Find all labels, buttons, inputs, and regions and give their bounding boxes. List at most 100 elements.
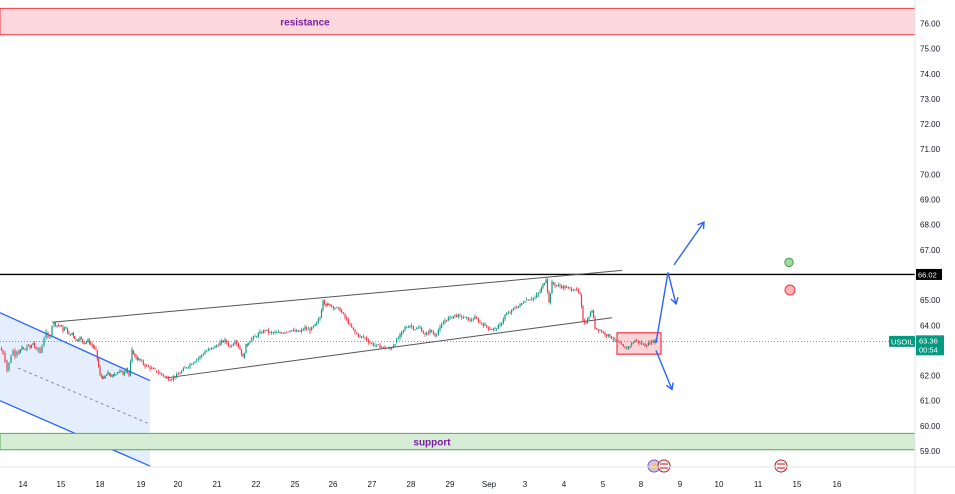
- candle-body: [84, 342, 86, 344]
- candle-body: [49, 336, 51, 338]
- candle-body: [619, 341, 621, 344]
- candle-body: [157, 372, 159, 373]
- candle-body: [548, 291, 550, 303]
- candle-body: [66, 327, 69, 333]
- candle-body: [249, 341, 251, 344]
- candle-body: [566, 287, 568, 288]
- candle-body: [441, 324, 443, 328]
- candle-body: [289, 331, 291, 333]
- candle-body: [75, 338, 77, 340]
- candle-body: [271, 332, 273, 333]
- candle-body: [637, 340, 639, 343]
- candle-body: [569, 287, 571, 289]
- y-tick-label: 72.00: [920, 120, 941, 129]
- candle-body: [576, 288, 578, 290]
- candle-body: [612, 338, 614, 340]
- candle-body: [406, 327, 408, 329]
- candle-body: [136, 357, 138, 360]
- candle-body: [472, 319, 474, 321]
- price-zones: resistance support: [0, 7, 916, 451]
- annotations: ⚡: [616, 221, 796, 473]
- candle-body: [149, 366, 151, 370]
- candle-body: [76, 340, 78, 342]
- upper-trendline: [51, 269, 623, 323]
- candle-body: [494, 328, 496, 329]
- candle-body: [287, 331, 289, 333]
- candle-body: [256, 336, 258, 338]
- candle-body: [274, 332, 276, 333]
- candle-body: [342, 312, 344, 314]
- candle-body: [527, 299, 529, 301]
- candle-body: [432, 332, 434, 334]
- candle-body: [279, 331, 281, 333]
- candle-body: [419, 327, 421, 329]
- candle-body: [119, 369, 121, 372]
- candle-body: [452, 315, 454, 319]
- candle-body: [328, 303, 330, 305]
- candle-body: [161, 373, 163, 375]
- bearish-arrow: [655, 350, 673, 390]
- candle-body: [601, 330, 603, 333]
- candle-body: [30, 344, 33, 348]
- candle-body: [484, 324, 486, 326]
- candle-body: [243, 353, 246, 358]
- candle-body: [577, 289, 579, 293]
- candle-body: [246, 344, 248, 346]
- candle-body: [427, 332, 429, 334]
- candle-body: [129, 361, 132, 376]
- candle-body: [83, 341, 85, 345]
- candle-body: [53, 322, 55, 326]
- candle-body: [47, 332, 49, 338]
- candle-body: [386, 347, 388, 349]
- candle-body: [542, 284, 544, 288]
- candle-body: [532, 297, 534, 300]
- x-tick-label: 27: [368, 480, 377, 489]
- candle-body: [43, 338, 45, 346]
- candle-body: [592, 310, 595, 318]
- candle-body: [82, 338, 84, 342]
- candle-body: [632, 342, 634, 344]
- candle-body: [394, 344, 396, 346]
- candle-body: [344, 313, 346, 318]
- candle-body: [114, 374, 116, 376]
- red-marker-icon: [784, 284, 796, 296]
- last-price-text: 63.36: [919, 336, 938, 345]
- y-tick-label: 60.00: [920, 422, 941, 431]
- candle-body: [232, 343, 234, 346]
- candle-body: [323, 300, 326, 305]
- candle-body: [264, 330, 266, 332]
- x-tick-label: 19: [137, 480, 146, 489]
- candle-body: [29, 345, 31, 348]
- y-tick-label: 69.00: [920, 196, 941, 205]
- candle-body: [379, 344, 381, 349]
- candle-body: [164, 376, 166, 377]
- candle-body: [487, 326, 489, 329]
- candle-body: [481, 322, 483, 324]
- candle-body: [251, 338, 253, 341]
- candle-body: [649, 342, 651, 345]
- candle-body: [94, 347, 96, 349]
- y-tick-label: 62.00: [920, 372, 941, 381]
- candle-body: [604, 332, 606, 336]
- candle-body: [146, 365, 148, 367]
- candle-body: [39, 347, 41, 354]
- candle-body: [381, 346, 383, 348]
- candle-body: [209, 348, 211, 350]
- candle-body: [159, 372, 161, 374]
- green-marker-icon: [784, 257, 794, 268]
- candle-body: [35, 346, 37, 350]
- candle-body: [514, 308, 516, 309]
- candle-body: [144, 364, 146, 367]
- symbol-tag-text: USOIL: [891, 337, 914, 346]
- consolidation-box: [616, 332, 662, 355]
- candle-body: [56, 325, 58, 327]
- candle-body: [644, 343, 646, 347]
- candle-body: [325, 304, 327, 307]
- candle-body: [62, 326, 64, 332]
- x-tick-label: 20: [174, 480, 183, 489]
- candle-body: [277, 331, 279, 333]
- candle-body: [447, 317, 449, 321]
- candle-body: [78, 340, 80, 341]
- candle-body: [41, 346, 43, 353]
